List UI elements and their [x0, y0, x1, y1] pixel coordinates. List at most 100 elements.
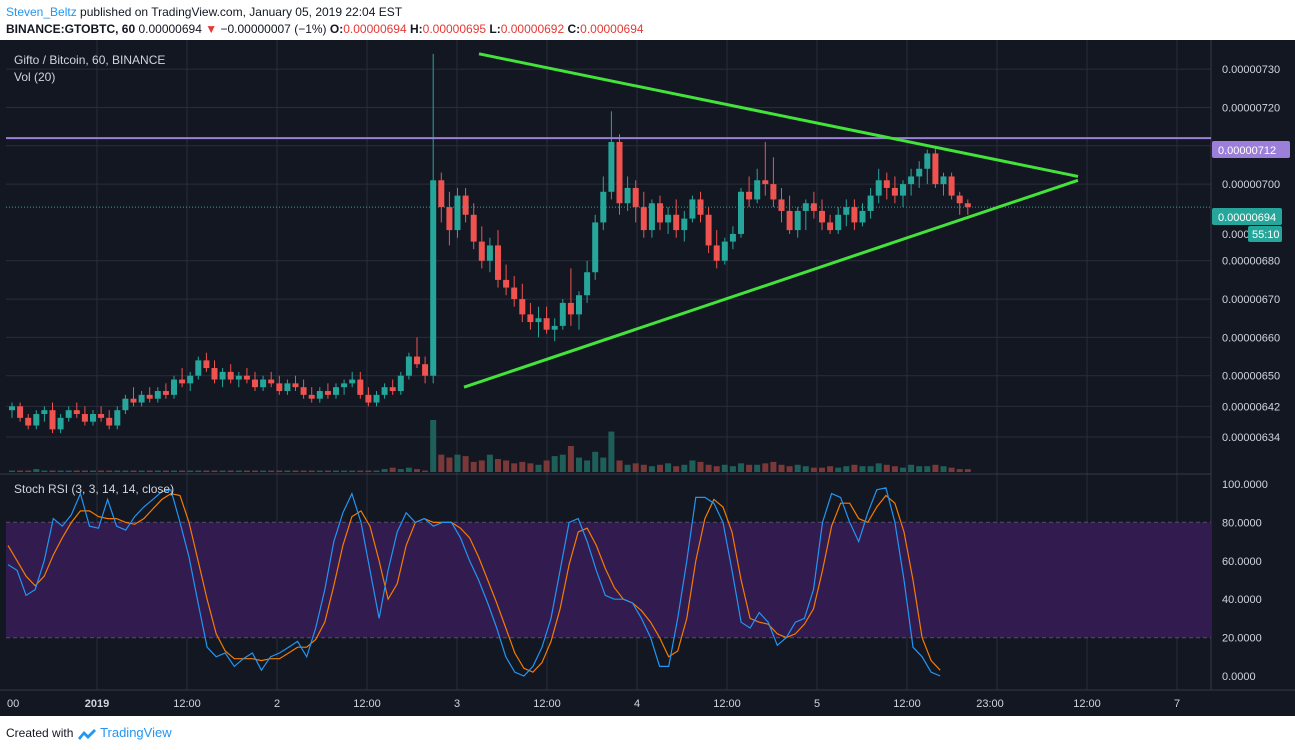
candle-body — [243, 375, 250, 380]
volume-bar — [195, 470, 202, 472]
candle-body — [851, 207, 858, 223]
volume-bar — [964, 469, 971, 472]
resistance-price-tag: 0.00000712 — [1212, 141, 1290, 158]
candle-body — [705, 214, 712, 246]
candle-body — [316, 391, 323, 399]
candle-body — [462, 195, 469, 215]
volume-bar — [146, 470, 153, 472]
volume-bar — [324, 470, 331, 472]
volume-bar — [632, 463, 639, 472]
candle-body — [138, 394, 145, 403]
time-axis: 00 2019 12:00 2 12:00 3 12:00 4 12:00 5 12:00 23:00… — [7, 698, 1180, 710]
footer: Created with TradingView — [0, 716, 1295, 750]
candle-body — [584, 272, 591, 296]
volume-bar — [916, 466, 923, 472]
price-tick-label: 0.00000642 — [1222, 401, 1280, 413]
candle-body — [835, 214, 842, 231]
candle-body — [665, 214, 672, 223]
volume-bar — [316, 470, 323, 472]
volume-bar — [211, 470, 218, 472]
candle-body — [891, 187, 898, 196]
candle-body — [33, 414, 40, 426]
volume-bar — [341, 470, 348, 472]
volume-bar — [357, 470, 364, 472]
volume-bar — [770, 461, 777, 472]
candle-body — [657, 203, 663, 223]
candle-body — [900, 184, 906, 196]
candle-body — [778, 199, 785, 211]
candle-body — [49, 410, 56, 430]
candle-body — [713, 245, 720, 261]
candle-body — [859, 210, 866, 223]
candle-body — [503, 279, 510, 288]
publisher-link[interactable]: Steven_Beltz — [6, 5, 77, 19]
volume-bar — [940, 466, 947, 472]
volume-bar — [705, 464, 712, 472]
time-tick-label: 3 — [454, 698, 460, 710]
tradingview-brand-link[interactable]: TradingView — [100, 725, 172, 740]
candle-body — [786, 210, 793, 231]
price-tick-label: 0.00000634 — [1222, 432, 1280, 444]
candle-body — [511, 287, 518, 300]
volume-bar — [300, 470, 307, 472]
candle-body — [551, 325, 558, 330]
volume-bar — [171, 470, 177, 472]
volume-bar — [697, 461, 704, 472]
candle-body — [883, 180, 890, 188]
candle-body — [454, 195, 461, 231]
volume-bar — [405, 467, 412, 472]
volume-bar — [65, 470, 72, 472]
footer-text: Created with TradingView — [6, 725, 172, 740]
volume-bar — [227, 470, 234, 472]
candle-body — [770, 184, 777, 200]
candle-body — [819, 210, 825, 223]
volume-bar — [397, 469, 404, 472]
volume-bar — [365, 470, 372, 472]
candle-body — [908, 176, 915, 185]
volume-bar — [721, 464, 728, 472]
candle-body — [171, 379, 177, 395]
volume-bar — [430, 420, 437, 472]
candle-body — [567, 302, 574, 315]
volume-bar — [608, 431, 615, 472]
volume-bar — [762, 463, 769, 472]
candle-body — [211, 368, 218, 380]
candle-body — [608, 141, 615, 192]
created-with-label: Created with — [6, 726, 74, 740]
volume-bar — [924, 466, 931, 472]
triangle-lower-line — [463, 178, 1079, 389]
volume-bar — [883, 464, 890, 472]
volume-bar — [665, 463, 672, 472]
candle-body — [349, 379, 356, 384]
time-tick-label: 4 — [634, 698, 640, 710]
stoch-rsi-lines — [7, 487, 941, 677]
chart-area[interactable]: 0.000007300.000007200.000007100.00000700… — [0, 40, 1295, 716]
countdown-text: 55:10 — [1252, 229, 1280, 241]
chart-svg[interactable]: 0.000007300.000007200.000007100.00000700… — [0, 40, 1295, 716]
time-tick-label: 12:00 — [353, 698, 381, 710]
down-arrow-icon: ▼ — [205, 22, 218, 36]
candle-body — [681, 218, 688, 231]
volume-bar — [576, 457, 582, 472]
candle-body — [948, 176, 955, 196]
stoch-rsi-band — [6, 522, 1211, 638]
candle-body — [81, 414, 88, 422]
volume-bar — [308, 470, 315, 472]
candle-body — [365, 394, 372, 403]
ohlc-high-value: 0.00000695 — [422, 22, 487, 36]
volume-bar — [681, 464, 688, 472]
ohlc-close-value: 0.00000694 — [580, 22, 644, 36]
candle-body — [956, 195, 963, 204]
volume-bar — [422, 470, 429, 472]
volume-bar — [900, 467, 906, 472]
volume-bar — [478, 460, 485, 472]
candle-body — [632, 187, 639, 208]
volume-bar — [729, 466, 736, 472]
candles — [9, 53, 971, 434]
candle-body — [616, 141, 623, 204]
resistance-tag-bg — [1212, 141, 1290, 158]
candle-body — [90, 414, 96, 422]
volume-bar — [519, 461, 526, 472]
candle-body — [114, 410, 121, 426]
candle-body — [446, 207, 453, 231]
